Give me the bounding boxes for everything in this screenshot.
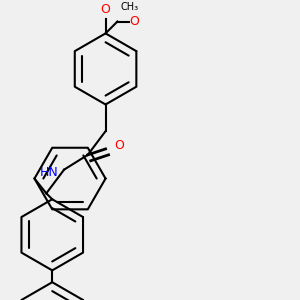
Text: O: O (115, 140, 124, 152)
Text: CH₃: CH₃ (120, 2, 139, 12)
Text: O: O (129, 15, 139, 28)
Text: HN: HN (39, 166, 58, 179)
Text: O: O (100, 3, 110, 16)
